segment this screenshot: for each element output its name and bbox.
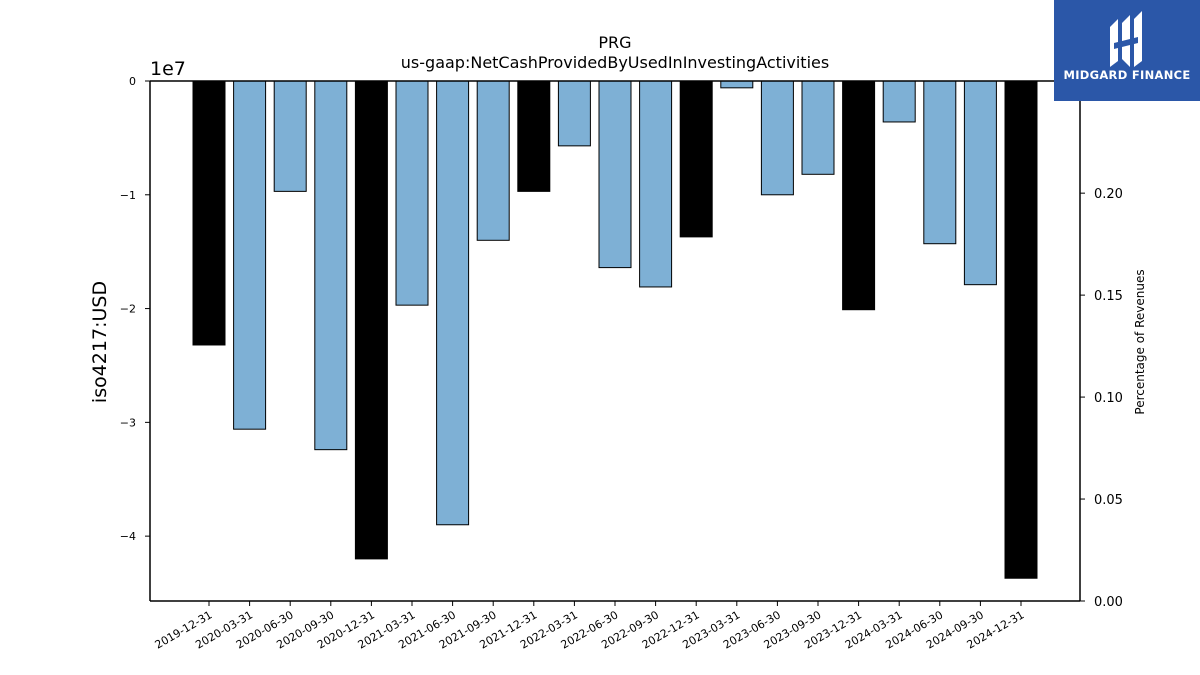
y-axis-label: iso4217:USD bbox=[89, 281, 111, 403]
bar-2020-03-31 bbox=[233, 80, 267, 430]
bars-layer bbox=[192, 80, 1038, 579]
y2-tick-label: 0.05 bbox=[1094, 493, 1123, 508]
bar-2022-12-31 bbox=[679, 80, 713, 238]
midgard-logo: MIDGARD FINANCE bbox=[1054, 0, 1200, 101]
bar-2021-09-30 bbox=[476, 80, 510, 241]
bar-2024-12-31 bbox=[1004, 80, 1038, 579]
bar-2021-12-31 bbox=[517, 80, 551, 192]
y2-tick-label: 0.20 bbox=[1094, 187, 1123, 202]
y-tick-label: −4 bbox=[120, 530, 136, 543]
bar-2024-06-30 bbox=[923, 80, 957, 245]
bar-2024-09-30 bbox=[963, 80, 997, 286]
bar-2020-12-31 bbox=[354, 80, 388, 560]
bar-2024-03-31 bbox=[882, 80, 916, 123]
chart-title: PRG bbox=[598, 33, 631, 52]
bar-2023-12-31 bbox=[842, 80, 876, 311]
bar-2023-03-31 bbox=[720, 80, 754, 89]
midgard-logo-icon bbox=[1110, 11, 1142, 67]
logo-text: MIDGARD FINANCE bbox=[1063, 68, 1191, 82]
bar-2022-03-31 bbox=[557, 80, 591, 147]
y-offset-label: 1e7 bbox=[150, 58, 186, 80]
chart-subtitle: us-gaap:NetCashProvidedByUsedInInvesting… bbox=[401, 53, 829, 72]
y2-axis-label: Percentage of Revenues bbox=[1133, 269, 1147, 414]
bar-2021-06-30 bbox=[436, 80, 470, 526]
bar-2020-09-30 bbox=[314, 80, 348, 451]
y-tick-label: −2 bbox=[120, 303, 136, 316]
y2-tick-label: 0.00 bbox=[1094, 595, 1123, 610]
bar-2022-06-30 bbox=[598, 80, 632, 269]
y-tick-label: −1 bbox=[120, 189, 136, 202]
bar-2020-06-30 bbox=[273, 80, 307, 192]
y-tick-label: −3 bbox=[120, 416, 136, 429]
bar-2021-03-31 bbox=[395, 80, 429, 306]
y2-tick-label: 0.10 bbox=[1094, 391, 1123, 406]
bar-2022-09-30 bbox=[639, 80, 673, 288]
bar-2019-12-31 bbox=[192, 80, 226, 346]
y2-tick-label: 0.15 bbox=[1094, 289, 1123, 304]
y-tick-label: 0 bbox=[129, 75, 136, 88]
bar-2023-06-30 bbox=[760, 80, 794, 196]
bar-2023-09-30 bbox=[801, 80, 835, 175]
